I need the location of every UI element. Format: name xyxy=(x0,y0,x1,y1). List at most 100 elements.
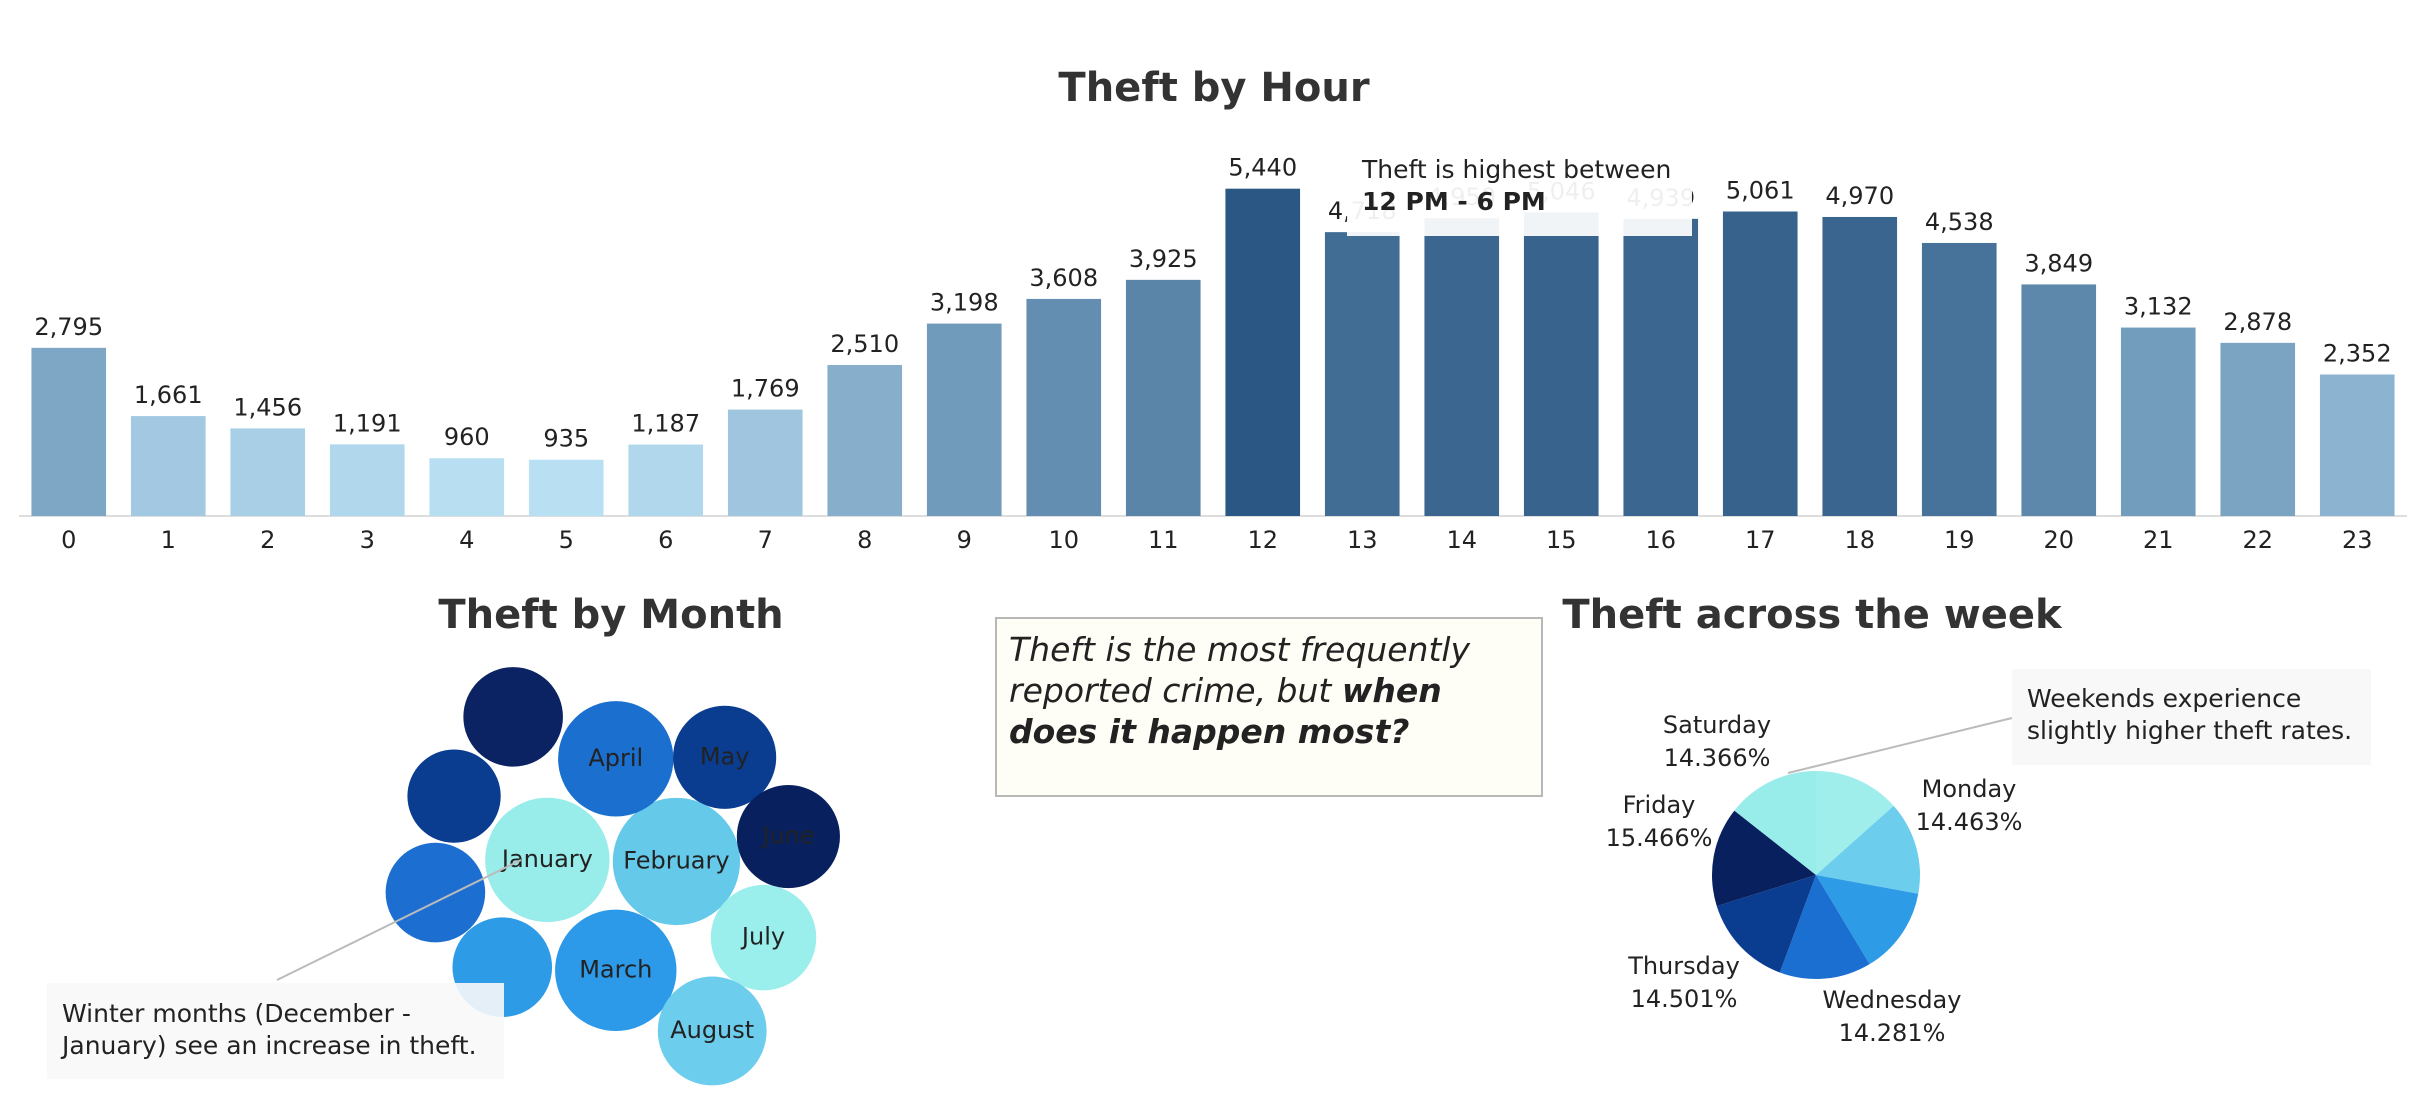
bar xyxy=(827,364,903,516)
value-label: 3,198 xyxy=(930,289,999,317)
x-tick-label: 13 xyxy=(1347,526,1378,554)
pie-slice xyxy=(1716,875,1816,973)
pie-slice xyxy=(1816,875,1919,965)
pie-slice xyxy=(1711,810,1816,907)
x-tick-label: 14 xyxy=(1446,526,1477,554)
annotation-text: January) see an increase in theft. xyxy=(60,1031,477,1060)
x-tick-label: 11 xyxy=(1148,526,1179,554)
value-label: 1,187 xyxy=(631,410,700,438)
value-label: 5,440 xyxy=(1228,154,1297,182)
value-label: 1,661 xyxy=(134,381,203,409)
value-label: 2,878 xyxy=(2223,308,2292,336)
bubble xyxy=(407,749,501,843)
bar xyxy=(2319,374,2395,516)
bubble xyxy=(558,701,674,817)
bubble xyxy=(710,884,817,991)
pie-value-label: 15.466% xyxy=(1606,824,1713,852)
pie-value-label: 14.463% xyxy=(1916,808,2023,836)
bubble-label: June xyxy=(760,822,814,850)
bubble xyxy=(673,705,777,809)
bar xyxy=(31,347,107,516)
chart-title: Theft across the week xyxy=(1562,592,2063,638)
bar xyxy=(1921,242,1997,516)
bubble xyxy=(657,976,767,1086)
x-tick-label: 23 xyxy=(2342,526,2373,554)
bar xyxy=(429,458,505,516)
annotation-text: Theft is highest between xyxy=(1361,155,1671,184)
bubble-label: February xyxy=(623,846,729,874)
bar xyxy=(2220,342,2296,516)
bar xyxy=(628,444,704,516)
bar xyxy=(727,409,803,516)
bar xyxy=(329,444,405,516)
value-label: 5,061 xyxy=(1726,176,1795,204)
x-tick-label: 22 xyxy=(2242,526,2273,554)
x-tick-label: 6 xyxy=(658,526,673,554)
pie-value-label: 14.366% xyxy=(1664,744,1771,772)
bubble-label: May xyxy=(700,742,750,770)
bar xyxy=(528,459,604,516)
value-label: 1,191 xyxy=(333,409,402,437)
note-emphasis: when does it happen most? xyxy=(1009,671,1442,751)
value-label: 4,538 xyxy=(1925,208,1994,236)
pie-label: Friday xyxy=(1623,791,1696,819)
annotation-box xyxy=(47,983,504,1079)
value-label: 3,608 xyxy=(1029,264,1098,292)
annotation-leader xyxy=(1787,717,2013,774)
x-tick-label: 5 xyxy=(559,526,574,554)
pie-label: Thursday xyxy=(1627,952,1740,980)
pie-slice xyxy=(1816,805,1920,894)
bar xyxy=(926,323,1002,516)
value-label: 4,970 xyxy=(1825,182,1894,210)
bubble xyxy=(485,797,610,923)
annotation-box xyxy=(2012,669,2371,765)
bar xyxy=(2120,327,2196,516)
bar xyxy=(1125,279,1201,516)
note-text: Theft is the most frequently reported cr… xyxy=(1009,630,1471,710)
value-label: 2,510 xyxy=(830,330,899,358)
annotation-box xyxy=(1347,140,1692,236)
value-label: 1,456 xyxy=(233,393,302,421)
pie-slice xyxy=(1734,771,1816,875)
note-box: Theft is the most frequently reported cr… xyxy=(995,617,1543,797)
x-tick-label: 16 xyxy=(1645,526,1676,554)
annotation-leader xyxy=(276,859,522,981)
bubble-label: April xyxy=(588,744,643,772)
x-tick-label: 19 xyxy=(1944,526,1975,554)
x-tick-label: 20 xyxy=(2043,526,2074,554)
x-tick-label: 17 xyxy=(1745,526,1776,554)
pie-slice xyxy=(1779,875,1870,980)
x-tick-label: 8 xyxy=(857,526,872,554)
pie-label: Saturday xyxy=(1663,711,1771,739)
bar xyxy=(1822,216,1898,516)
bar xyxy=(1225,188,1301,516)
x-tick-label: 21 xyxy=(2143,526,2174,554)
bar xyxy=(2021,284,2097,516)
x-tick-label: 0 xyxy=(61,526,76,554)
bar xyxy=(1722,211,1798,516)
annotation-text: Weekends experience xyxy=(2027,684,2301,713)
bar xyxy=(230,428,306,516)
x-tick-label: 10 xyxy=(1048,526,1079,554)
chart-title: Theft by Hour xyxy=(1058,65,1369,111)
pie-value-label: 14.281% xyxy=(1839,1019,1946,1047)
bubble xyxy=(385,842,486,943)
pie-slice xyxy=(1816,771,1894,875)
pie-label: Wednesday xyxy=(1823,986,1962,1014)
annotation-highlight: 12 PM - 6 PM xyxy=(1362,187,1546,216)
x-tick-label: 4 xyxy=(459,526,474,554)
value-label: 3,849 xyxy=(2024,249,2093,277)
annotation-text: Winter months (December - xyxy=(62,999,411,1028)
bubble xyxy=(736,785,840,889)
value-label: 1,769 xyxy=(731,375,800,403)
pie-value-label: 14.501% xyxy=(1631,985,1738,1013)
x-tick-label: 7 xyxy=(758,526,773,554)
bubble-label: January xyxy=(500,845,593,873)
x-tick-label: 12 xyxy=(1247,526,1278,554)
bubble-label: March xyxy=(579,955,652,983)
bar xyxy=(130,416,206,516)
x-tick-label: 15 xyxy=(1546,526,1577,554)
bar xyxy=(1623,218,1699,516)
